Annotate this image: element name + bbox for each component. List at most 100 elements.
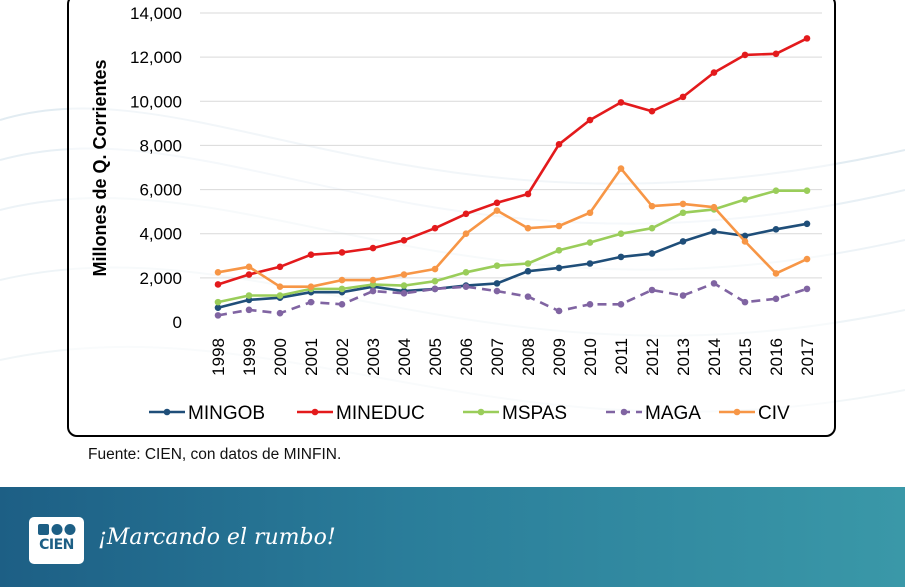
data-point <box>462 230 470 238</box>
series-line-mineduc <box>217 37 808 286</box>
y-tick-label: 4,000 <box>139 225 182 244</box>
data-point <box>586 260 594 267</box>
data-point <box>276 292 284 299</box>
data-point <box>431 265 439 273</box>
data-point <box>245 263 253 271</box>
legend-marker <box>311 408 319 416</box>
data-point <box>400 271 408 278</box>
x-tick-label: 2009 <box>550 338 569 376</box>
legend-marker <box>620 408 628 416</box>
x-tick-label: 2006 <box>457 338 476 376</box>
series-line-maga <box>217 282 808 317</box>
x-tick-label: 2011 <box>612 338 631 375</box>
data-point <box>648 224 656 232</box>
legend-label: MAGA <box>645 403 701 424</box>
data-point <box>214 312 222 319</box>
x-tick-label: 2015 <box>736 338 755 376</box>
data-point <box>772 50 780 58</box>
logo-dots-icon <box>38 524 76 535</box>
data-point <box>338 276 346 284</box>
x-tick-label: 2010 <box>581 338 600 376</box>
data-point <box>803 285 811 293</box>
data-point <box>307 251 315 258</box>
data-point <box>741 232 749 240</box>
data-point <box>307 283 315 290</box>
data-point <box>462 210 470 218</box>
data-point <box>493 280 501 287</box>
data-point <box>462 283 470 290</box>
series-line-mspas <box>217 189 807 304</box>
data-point <box>586 301 594 308</box>
data-point <box>400 282 408 289</box>
y-tick-label: 14,000 <box>130 4 182 23</box>
legend-marker <box>733 408 741 416</box>
x-tick-label: 1998 <box>209 338 228 376</box>
legend-label: MSPAS <box>502 403 567 424</box>
data-point <box>586 209 594 217</box>
data-point <box>493 199 501 207</box>
data-point <box>307 298 315 306</box>
data-point <box>214 281 222 288</box>
legend-label: MINGOB <box>188 403 265 424</box>
data-point <box>431 224 439 232</box>
data-point <box>555 246 563 254</box>
data-point <box>400 290 408 297</box>
source-note: Fuente: CIEN, con datos de MINFIN. <box>88 446 342 463</box>
data-point <box>710 228 718 235</box>
data-point <box>245 306 253 314</box>
data-point <box>803 35 811 42</box>
x-tick-label: 2001 <box>302 338 321 376</box>
logo-text: CIEN <box>39 537 74 553</box>
x-tick-label: 2004 <box>395 338 414 376</box>
y-tick-label: 10,000 <box>130 92 182 111</box>
chart-frame <box>67 0 836 437</box>
data-point <box>431 277 439 285</box>
data-point <box>679 292 687 299</box>
data-point <box>803 187 811 194</box>
data-point <box>772 295 780 303</box>
data-point <box>214 269 222 276</box>
x-tick-label: 1999 <box>240 338 259 376</box>
data-point <box>772 226 780 233</box>
data-point <box>524 260 532 267</box>
data-point <box>431 285 439 293</box>
data-point <box>648 107 656 115</box>
data-point <box>617 253 625 261</box>
data-point <box>493 287 501 295</box>
data-point <box>741 238 749 245</box>
data-point <box>524 267 532 275</box>
footer-band: CIEN ¡Marcando el rumbo! <box>0 487 905 587</box>
data-point <box>772 270 780 277</box>
data-point <box>369 244 377 252</box>
data-point <box>648 250 656 257</box>
data-point <box>493 207 501 214</box>
data-point <box>214 304 222 311</box>
data-point <box>245 292 253 299</box>
legend-label: MINEDUC <box>336 403 425 424</box>
y-tick-label: 12,000 <box>130 48 182 67</box>
data-point <box>617 301 625 308</box>
x-tick-label: 2008 <box>519 338 538 376</box>
data-point <box>710 280 718 287</box>
data-point <box>338 285 346 293</box>
slogan: ¡Marcando el rumbo! <box>98 525 336 550</box>
y-tick-label: 6,000 <box>139 181 182 200</box>
x-tick-label: 2014 <box>705 338 724 376</box>
x-tick-label: 2016 <box>767 338 786 376</box>
legend-marker <box>477 408 485 416</box>
data-point <box>741 196 749 203</box>
legend-marker <box>163 408 171 416</box>
y-tick-label: 8,000 <box>139 136 182 155</box>
data-point <box>617 165 625 172</box>
data-point <box>679 200 687 208</box>
data-point <box>276 283 284 290</box>
x-tick-label: 2002 <box>333 338 352 376</box>
legend-item-civ: CIV <box>719 403 790 424</box>
data-point <box>741 51 749 59</box>
data-point <box>555 264 563 272</box>
data-point <box>369 276 377 284</box>
data-point <box>245 271 253 278</box>
x-tick-label: 2007 <box>488 338 507 376</box>
data-point <box>772 187 780 194</box>
data-point <box>462 269 470 276</box>
